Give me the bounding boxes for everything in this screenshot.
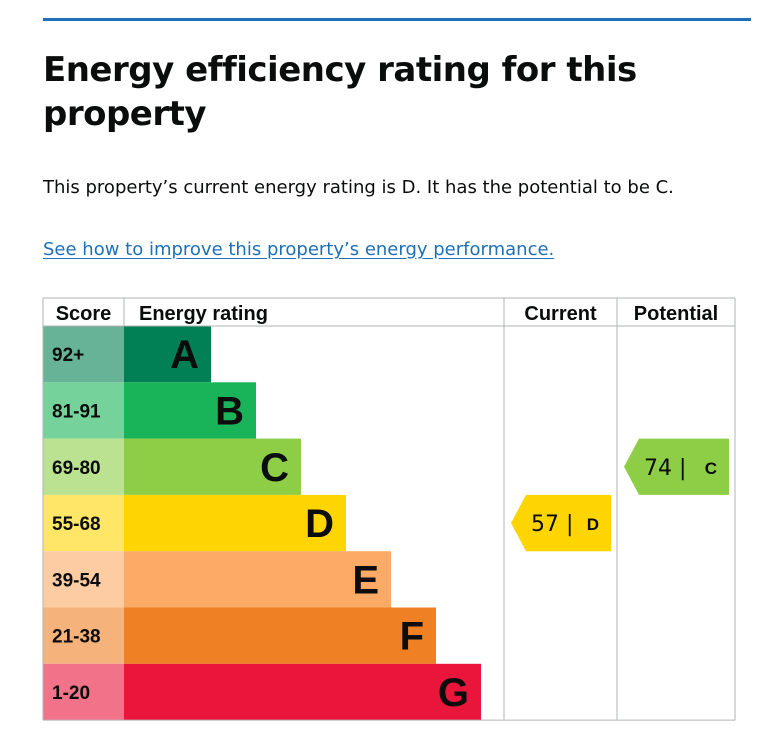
rating-letter-d: D — [305, 502, 334, 546]
current-rating-arrow — [511, 494, 611, 552]
score-cell-d — [43, 494, 124, 552]
rating-bar-f — [124, 607, 436, 664]
score-cell-e — [43, 551, 124, 608]
potential-rating-arrow — [624, 438, 729, 495]
header-current: Current — [524, 303, 597, 325]
rating-letter-a: A — [170, 333, 199, 377]
current-rating-score: 57 | — [531, 512, 573, 537]
rating-bar-c — [124, 438, 301, 495]
top-rule — [43, 18, 751, 21]
rating-letter-e: E — [352, 558, 379, 602]
score-range-f: 21-38 — [52, 627, 101, 648]
rating-letter-c: C — [260, 446, 289, 490]
score-range-c: 69-80 — [52, 458, 101, 479]
score-cell-f — [43, 607, 124, 664]
score-cell-g — [43, 663, 124, 721]
potential-rating-score: 74 | — [644, 456, 686, 481]
header-score: Score — [56, 303, 112, 325]
improve-energy-link[interactable]: See how to improve this property’s energ… — [43, 239, 555, 260]
score-range-d: 55-68 — [52, 514, 101, 535]
page-title: Energy efficiency rating for this proper… — [43, 50, 637, 134]
rating-letter-b: B — [215, 389, 244, 433]
rating-letter-f: F — [400, 615, 424, 659]
rating-summary: This property’s current energy rating is… — [43, 177, 674, 198]
header-energy-rating: Energy rating — [139, 303, 268, 325]
header-potential: Potential — [634, 303, 718, 325]
rating-bar-a — [124, 326, 211, 383]
score-range-g: 1-20 — [52, 683, 90, 704]
rating-bar-e — [124, 551, 391, 608]
score-range-a: 92+ — [52, 345, 84, 366]
score-range-b: 81-91 — [52, 401, 101, 422]
score-range-e: 39-54 — [52, 570, 101, 591]
rating-letter-g: G — [438, 671, 469, 715]
rating-bar-g — [124, 663, 481, 721]
score-cell-b — [43, 382, 124, 439]
score-cell-c — [43, 438, 124, 495]
rating-bar-d — [124, 494, 346, 552]
current-rating-letter: D — [587, 515, 599, 534]
rating-bar-b — [124, 382, 256, 439]
potential-rating-letter: C — [705, 459, 717, 478]
score-cell-a — [43, 326, 124, 383]
